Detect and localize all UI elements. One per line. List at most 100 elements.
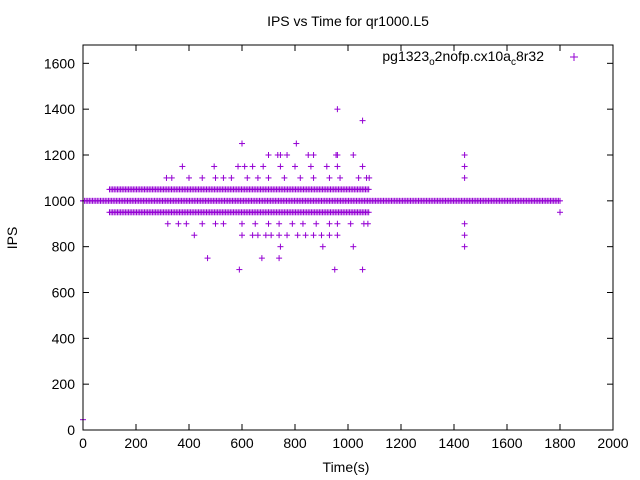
data-point [366, 174, 373, 181]
data-point [297, 174, 304, 181]
data-point [277, 163, 284, 170]
legend-label-part-5: 8r32 [516, 48, 544, 64]
data-point [461, 152, 468, 158]
data-point [284, 152, 291, 158]
y-tick-label: 1000 [44, 193, 75, 209]
data-point [347, 220, 354, 227]
data-point [241, 163, 248, 170]
data-point [305, 152, 312, 158]
data-point [334, 152, 341, 158]
legend-label: pg1323o2nofp.cx10ac8r32 [382, 48, 544, 68]
data-point [326, 220, 333, 227]
data-point [557, 197, 563, 204]
data-point [334, 106, 341, 113]
data-point [350, 152, 357, 158]
y-tick-label: 600 [52, 285, 76, 301]
data-points [80, 106, 563, 423]
data-point [249, 163, 256, 170]
data-point [326, 232, 333, 239]
y-tick-label: 1600 [44, 55, 75, 71]
data-point [239, 140, 245, 147]
data-point [299, 220, 306, 227]
y-tick-label: 1200 [44, 147, 75, 163]
y-tick-label: 200 [52, 376, 76, 392]
data-point [191, 232, 198, 239]
data-point [350, 243, 357, 250]
data-point [179, 163, 186, 170]
data-point [163, 174, 170, 181]
x-axis-label: Time(s) [323, 459, 370, 475]
data-point [292, 163, 298, 170]
data-point [276, 255, 283, 262]
data-point [168, 174, 175, 181]
data-point [281, 174, 288, 181]
data-point [334, 220, 341, 227]
data-point [249, 232, 256, 239]
data-point [220, 220, 227, 227]
data-point [254, 232, 261, 239]
data-point [212, 174, 219, 181]
data-point [277, 243, 284, 250]
data-point [262, 232, 269, 239]
data-point [235, 163, 242, 170]
x-tick-label: 2000 [597, 435, 628, 451]
data-point [364, 220, 371, 227]
legend-label-part-2: o [429, 57, 435, 68]
data-point [277, 152, 284, 158]
data-point [359, 163, 366, 170]
y-tick-label: 0 [67, 422, 75, 438]
x-tick-label: 1800 [544, 435, 575, 451]
data-point [239, 232, 245, 239]
data-point [326, 174, 333, 181]
data-point [331, 266, 338, 273]
axis-ticks: 0 200 400 600 800 1000 1200 1400 1600 1800 2000 0 20… [44, 45, 629, 451]
x-tick-label: 200 [124, 435, 148, 451]
x-tick-label: 1400 [438, 435, 469, 451]
data-point [265, 174, 272, 181]
data-point [289, 220, 296, 227]
data-point [557, 209, 563, 216]
data-point [199, 220, 206, 227]
data-point [461, 243, 468, 250]
data-point [265, 152, 272, 158]
legend: pg1323o2nofp.cx10ac8r32 [382, 48, 578, 68]
data-point [334, 232, 341, 239]
data-point [318, 232, 325, 239]
data-point [220, 174, 227, 181]
data-point [313, 220, 320, 227]
data-point [365, 209, 372, 216]
data-point [337, 174, 344, 181]
data-point [204, 255, 211, 262]
y-axis-label: IPS [4, 227, 20, 250]
x-tick-label: 600 [230, 435, 254, 451]
data-point [461, 232, 468, 239]
data-point [175, 220, 182, 227]
data-point [323, 163, 330, 170]
data-point [294, 232, 301, 239]
data-point [199, 174, 206, 181]
data-point [265, 220, 272, 227]
data-point [307, 163, 314, 170]
data-point [260, 163, 267, 170]
data-point [334, 163, 341, 170]
data-point [293, 140, 300, 147]
data-point [461, 220, 468, 227]
data-point [359, 117, 366, 124]
data-point [310, 174, 317, 181]
data-point [461, 174, 468, 181]
data-point [461, 163, 468, 170]
data-point [284, 232, 291, 239]
x-tick-label: 1200 [385, 435, 416, 451]
data-point [164, 220, 171, 227]
data-point [302, 232, 309, 239]
data-point [239, 220, 245, 227]
data-point [236, 266, 243, 273]
data-point [183, 220, 190, 227]
data-point [310, 152, 317, 158]
y-tick-label: 1400 [44, 101, 75, 117]
x-tick-label: 1600 [491, 435, 522, 451]
data-point [268, 232, 275, 239]
data-point [254, 174, 261, 181]
data-point [319, 243, 326, 250]
